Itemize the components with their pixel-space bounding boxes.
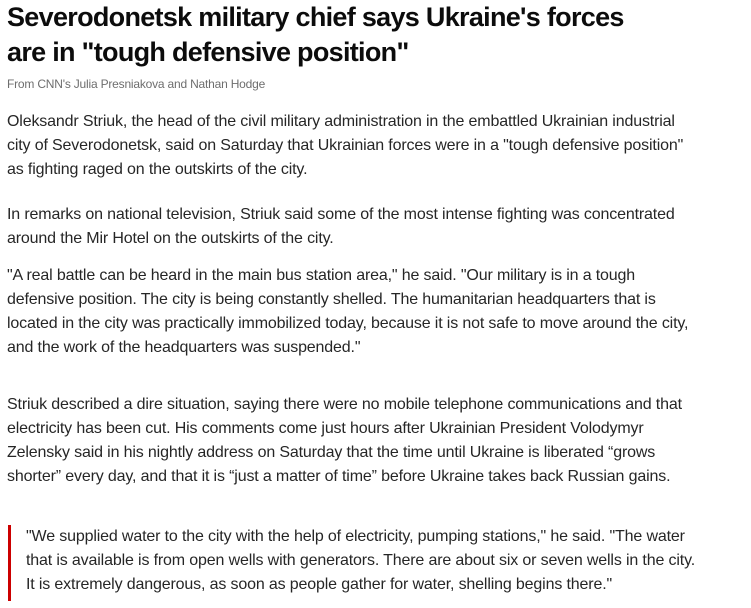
text-line: "We supplied water to the city with the …: [26, 528, 685, 545]
text-line: and the work of the headquarters was sus…: [7, 339, 361, 356]
text-line: defensive position. The city is being co…: [7, 291, 656, 308]
title-line: are in "tough defensive position": [7, 37, 409, 67]
text-line: It is extremely dangerous, as soon as pe…: [26, 576, 613, 593]
text-line: "A real battle can be heard in the main …: [7, 267, 636, 284]
text-line: Oleksandr Striuk, the head of the civil …: [7, 113, 675, 130]
paragraph: In remarks on national television, Striu…: [7, 203, 675, 251]
text-line: Zelensky said in his nightly address on …: [7, 444, 656, 461]
text-line: as fighting raged on the outskirts of th…: [7, 161, 308, 178]
text-line: located in the city was practically immo…: [7, 315, 689, 332]
text-line: city of Severodonetsk, said on Saturday …: [7, 137, 684, 154]
paragraph: "A real battle can be heard in the main …: [7, 264, 688, 360]
text-line: that is available is from open wells wit…: [26, 552, 696, 569]
text-line: In remarks on national television, Striu…: [7, 206, 675, 223]
text-line: electricity has been cut. His comments c…: [7, 420, 644, 437]
paragraph: Striuk described a dire situation, sayin…: [7, 393, 682, 489]
blockquote: "We supplied water to the city with the …: [8, 525, 695, 601]
byline: From CNN's Julia Presniakova and Nathan …: [7, 77, 266, 91]
paragraph: Oleksandr Striuk, the head of the civil …: [7, 110, 683, 182]
text-line: shorter” every day, and that it is “just…: [7, 468, 671, 485]
article-title: Severodonetsk military chief says Ukrain…: [7, 0, 624, 70]
text-line: around the Mir Hotel on the outskirts of…: [7, 230, 334, 247]
title-line: Severodonetsk military chief says Ukrain…: [7, 2, 624, 32]
quote-text: "We supplied water to the city with the …: [26, 525, 695, 597]
text-line: Striuk described a dire situation, sayin…: [7, 396, 682, 413]
